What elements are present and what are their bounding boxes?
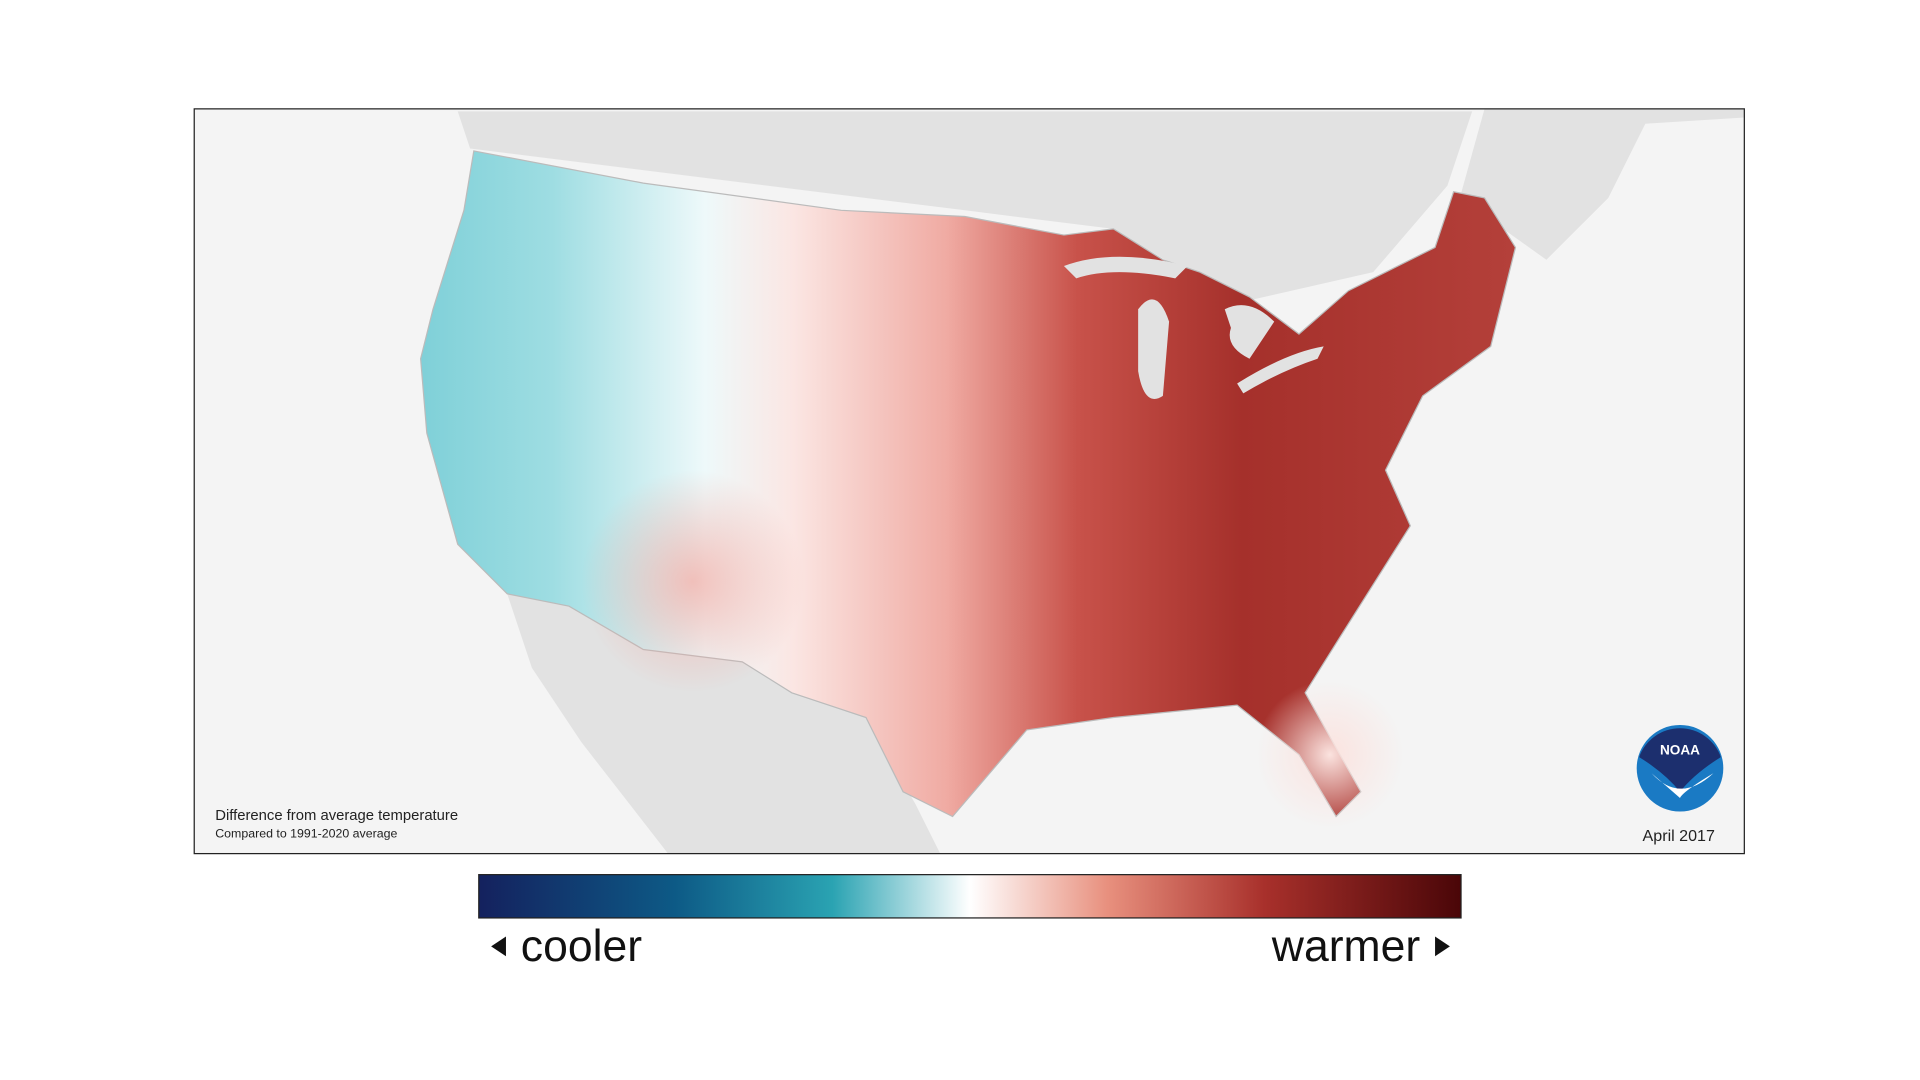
noaa-logo: NOAA bbox=[1636, 724, 1724, 812]
florida-mild bbox=[1255, 680, 1405, 829]
date: April 2017 bbox=[1643, 827, 1715, 845]
lake-huron bbox=[1224, 305, 1275, 359]
cooler-arrow bbox=[491, 936, 506, 957]
lake-michigan bbox=[1138, 299, 1170, 399]
caption: Difference from average temperature bbox=[215, 808, 458, 824]
logo-text: NOAA bbox=[1660, 743, 1700, 758]
logo-bird bbox=[1651, 773, 1714, 798]
logo-top bbox=[1639, 728, 1721, 792]
map-frame bbox=[193, 108, 1745, 855]
southwest-warm bbox=[581, 470, 805, 693]
lake-erie bbox=[1237, 346, 1324, 394]
legend-high: warmer bbox=[1271, 922, 1421, 971]
subcaption: Compared to 1991-2020 average bbox=[215, 827, 397, 841]
color-bar bbox=[478, 874, 1462, 919]
legend-low: cooler bbox=[521, 922, 642, 971]
warmer-arrow bbox=[1435, 936, 1450, 957]
lake-superior bbox=[1063, 256, 1188, 279]
canada bbox=[445, 108, 1745, 304]
map-area bbox=[194, 108, 1745, 854]
